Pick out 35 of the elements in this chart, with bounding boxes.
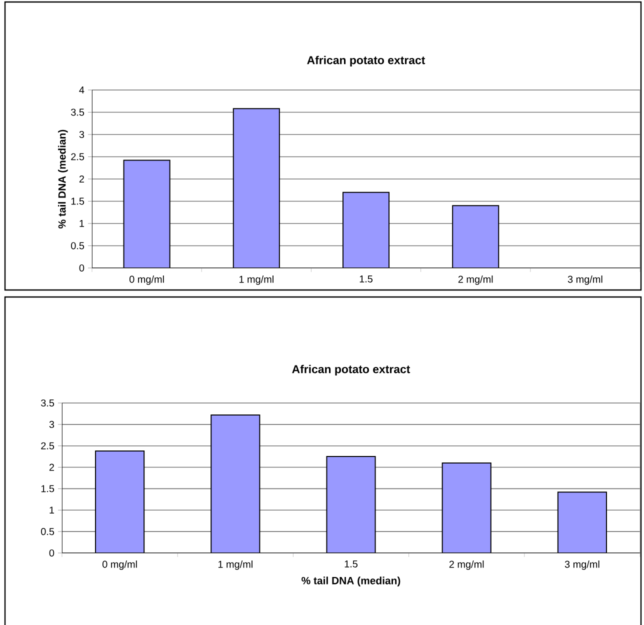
x-tick-label: 0 mg/ml bbox=[129, 276, 164, 285]
y-tick-label: 0.5 bbox=[41, 528, 54, 536]
x-tick-label: 1.5 bbox=[344, 560, 358, 568]
chart-title: African potato extract bbox=[292, 364, 410, 376]
y-tick-label: 1.5 bbox=[41, 485, 54, 492]
y-tick-label: 3.5 bbox=[71, 108, 84, 116]
bar bbox=[123, 160, 170, 268]
y-tick-label: 0 bbox=[79, 264, 84, 272]
x-tick-label: 1.5 bbox=[360, 275, 373, 282]
bar bbox=[232, 108, 280, 268]
y-axis-title: % tail DNA (median) bbox=[58, 130, 68, 228]
y-tick-label: 2.5 bbox=[71, 153, 84, 160]
x-tick-label: 2 mg/ml bbox=[458, 276, 493, 285]
x-tick-label: 1 mg/ml bbox=[218, 560, 252, 570]
bar bbox=[452, 205, 500, 268]
x-axis-title: % tail DNA (median) bbox=[302, 576, 400, 586]
y-tick-label: 0.5 bbox=[71, 242, 84, 250]
y-tick-label: 2 bbox=[79, 176, 84, 182]
x-tick-label: 2 mg/ml bbox=[449, 560, 484, 570]
x-tick-label: 0 mg/ml bbox=[102, 560, 137, 570]
y-tick-label: 1.5 bbox=[71, 198, 84, 205]
y-tick-label: 1 bbox=[80, 220, 84, 227]
x-tick-label: 1 mg/ml bbox=[239, 276, 274, 285]
bar bbox=[342, 192, 390, 268]
y-tick-label: 2.5 bbox=[41, 442, 54, 450]
y-tick-label: 0 bbox=[49, 549, 54, 557]
y-tick-label: 1 bbox=[50, 506, 54, 514]
x-tick-label: 3 mg/ml bbox=[568, 276, 602, 285]
y-tick-label: 2 bbox=[49, 464, 54, 471]
y-tick-label: 3 bbox=[79, 130, 84, 138]
y-tick-label: 4 bbox=[79, 86, 84, 94]
y-tick-label: 3 bbox=[49, 420, 54, 428]
y-tick-label: 3.5 bbox=[41, 399, 54, 407]
x-tick-label: 3 mg/ml bbox=[564, 560, 600, 570]
chart-title: African potato extract bbox=[307, 56, 426, 66]
